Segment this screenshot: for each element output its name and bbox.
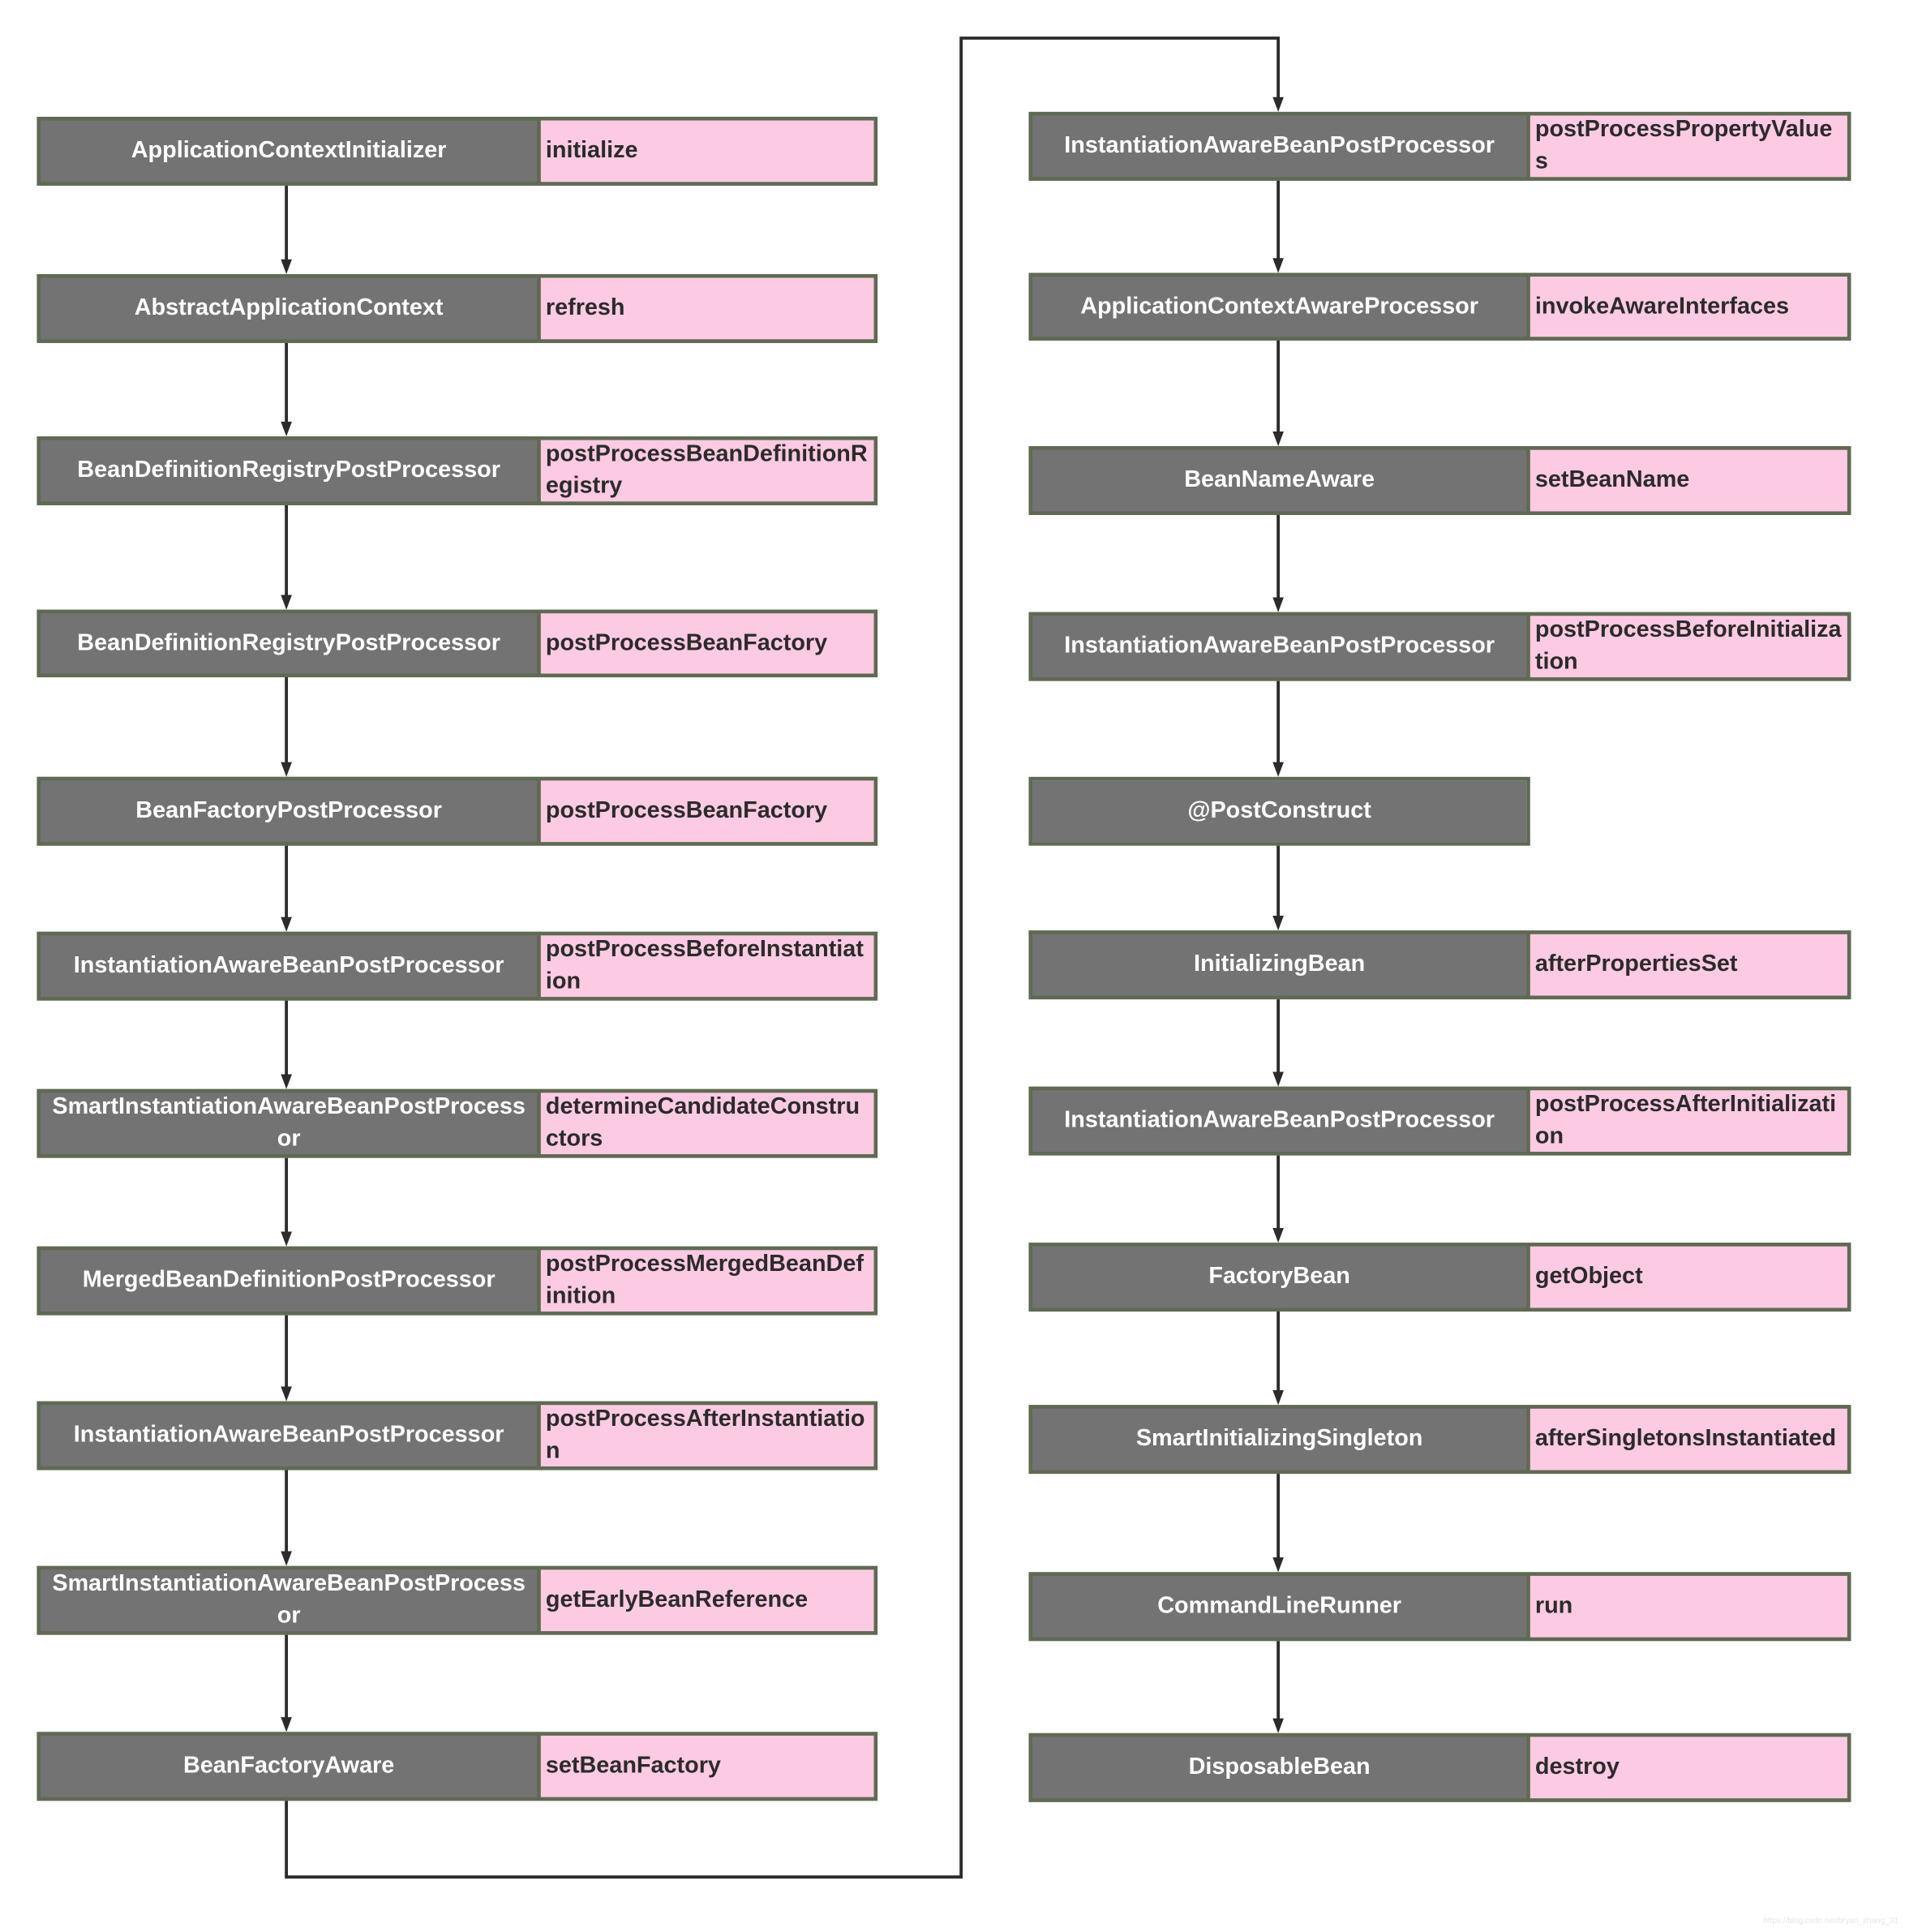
method-name: refresh [540,277,874,340]
class-name: ApplicationContextAwareProcessor [1032,276,1527,337]
class-name: AbstractApplicationContext [41,277,538,340]
class-name: SmartInstantiationAwareBeanPostProcessor [41,1093,538,1155]
class-name: FactoryBean [1032,1246,1527,1308]
method-name: afterSingletonsInstantiated [1530,1408,1847,1470]
arrowhead-icon [281,762,292,777]
class-name: DisposableBean [1032,1737,1527,1799]
class-name: SmartInitializingSingleton [1032,1408,1527,1470]
arrowhead-icon [281,421,292,437]
arrowhead-icon [281,1551,292,1566]
method-name: setBeanFactory [540,1735,874,1797]
method-name: postProcessBeanDefinitionRegistry [540,440,874,502]
method-name: run [1530,1575,1847,1638]
step-box: InstantiationAwareBeanPostProcessor postP… [1028,612,1851,681]
step-box: AbstractApplicationContext refresh [36,273,878,343]
step-box: InstantiationAwareBeanPostProcessor postP… [1028,1086,1851,1156]
method-name: postProcessPropertyValues [1530,115,1847,178]
class-name: CommandLineRunner [1032,1575,1527,1638]
step-box: InstantiationAwareBeanPostProcessor postP… [36,931,878,1001]
arrowhead-icon [281,259,292,274]
method-name: afterPropertiesSet [1530,934,1847,996]
step-box: FactoryBean getObject [1028,1243,1851,1312]
class-name: BeanDefinitionRegistryPostProcessor [41,613,538,674]
class-name: SmartInstantiationAwareBeanPostProcessor [41,1569,538,1632]
method-name: invokeAwareInterfaces [1530,276,1847,337]
step-box: @PostConstruct [1028,776,1530,846]
step-box: SmartInstantiationAwareBeanPostProcessor… [36,1565,878,1635]
arrowhead-icon [281,1231,292,1247]
class-name: InstantiationAwareBeanPostProcessor [1032,115,1527,178]
arrowhead-icon [1272,1718,1284,1733]
step-box: InitializingBean afterPropertiesSet [1028,930,1851,1000]
class-name: MergedBeanDefinitionPostProcessor [41,1250,538,1312]
arrowhead-icon [1272,916,1284,931]
step-box: BeanDefinitionRegistryPostProcessor postP… [36,436,878,505]
connector-line [285,36,1281,1879]
step-box: CommandLineRunner run [1028,1572,1851,1642]
method-name: setBeanName [1530,449,1847,512]
class-name: ApplicationContextInitializer [41,120,538,182]
arrowhead-icon [1272,1557,1284,1573]
method-name: getEarlyBeanReference [540,1569,874,1632]
method-name: initialize [540,120,874,182]
method-name: postProcessBeanFactory [540,780,874,843]
step-box: BeanFactoryAware setBeanFactory [36,1732,878,1801]
step-box: ApplicationContextInitializer initialize [36,116,878,186]
arrowhead-icon [281,1717,292,1732]
step-box: BeanDefinitionRegistryPostProcessor postP… [36,609,878,678]
class-name: InstantiationAwareBeanPostProcessor [1032,616,1527,678]
arrowhead-icon [1272,258,1284,273]
step-box: DisposableBean destroy [1028,1732,1851,1802]
method-name: postProcessAfterInstantiation [540,1405,874,1466]
method-name: postProcessBeforeInstantiation [540,935,874,998]
arrowhead-icon [281,595,292,610]
method-name: getObject [1530,1246,1847,1308]
arrowhead-icon [1272,97,1284,112]
class-name: BeanFactoryPostProcessor [41,780,538,843]
class-name: InstantiationAwareBeanPostProcessor [41,935,538,998]
arrowhead-icon [281,1074,292,1089]
class-name: BeanDefinitionRegistryPostProcessor [41,440,538,502]
method-name: determineCandidateConstructors [540,1093,874,1155]
class-name: BeanFactoryAware [41,1735,538,1797]
step-box: BeanNameAware setBeanName [1028,446,1851,515]
step-box: ApplicationContextAwareProcessor invokeAw… [1028,273,1851,341]
arrowhead-icon [1272,431,1284,447]
step-box: InstantiationAwareBeanPostProcessor postP… [1028,111,1851,181]
method-name: postProcessMergedBeanDefinition [540,1250,874,1312]
watermark: https://blog.csdn.net/bryan_zhang_31 [1763,1917,1899,1926]
arrowhead-icon [1272,1227,1284,1243]
class-name: InstantiationAwareBeanPostProcessor [41,1405,538,1466]
class-name: BeanNameAware [1032,449,1527,512]
method-name: destroy [1530,1737,1847,1799]
class-name: InstantiationAwareBeanPostProcessor [1032,1090,1527,1153]
step-box: SmartInstantiationAwareBeanPostProcessor… [36,1088,878,1158]
arrowhead-icon [1272,1071,1284,1087]
arrowhead-icon [281,917,292,932]
method-name: postProcessBeforeInitialization [1530,616,1847,678]
class-name: InitializingBean [1032,934,1527,996]
step-box: MergedBeanDefinitionPostProcessor postPro… [36,1246,878,1316]
step-box: SmartInitializingSingleton afterSingleton… [1028,1405,1851,1475]
method-name: postProcessBeanFactory [540,613,874,674]
method-name: postProcessAfterInitialization [1530,1090,1847,1153]
step-box: InstantiationAwareBeanPostProcessor postP… [36,1401,878,1470]
arrowhead-icon [1272,597,1284,612]
arrowhead-icon [1272,1390,1284,1406]
step-box: BeanFactoryPostProcessor postProcessBeanF… [36,776,878,846]
arrowhead-icon [1272,762,1284,777]
class-name: @PostConstruct [1032,780,1527,843]
arrowhead-icon [281,1386,292,1402]
